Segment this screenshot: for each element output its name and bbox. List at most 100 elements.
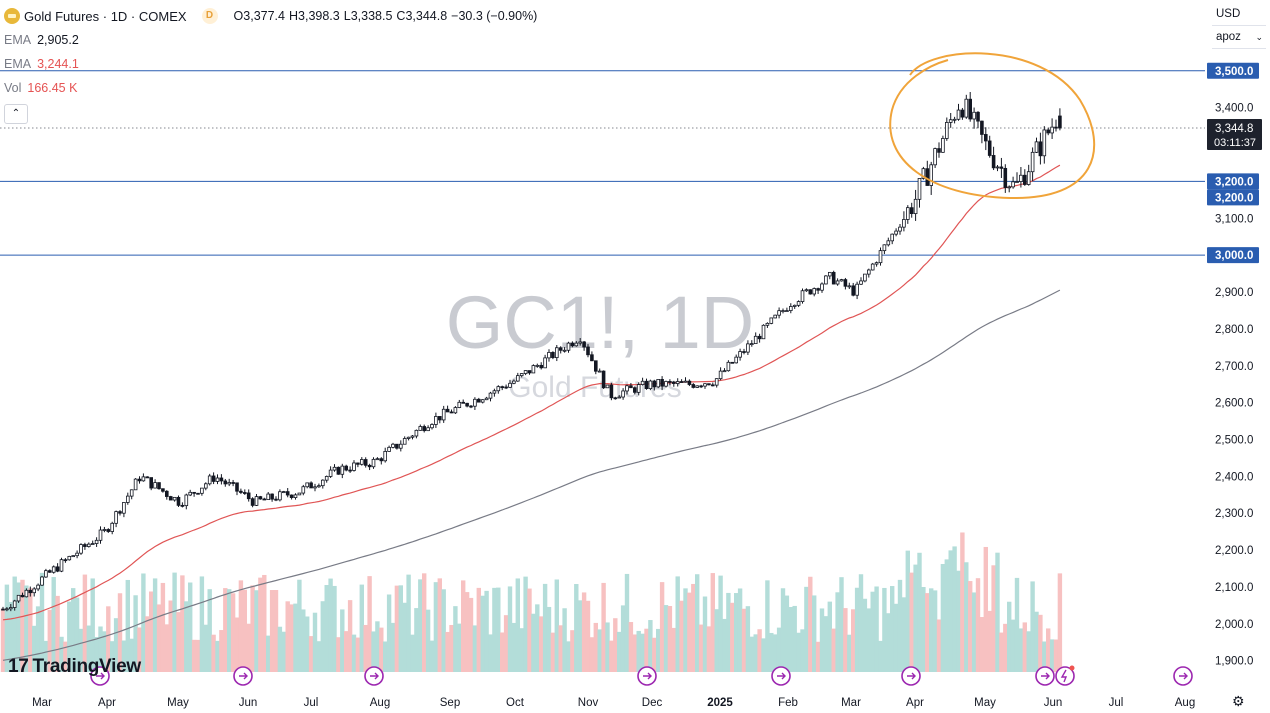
candle[interactable] (422, 426, 426, 432)
candle[interactable] (984, 134, 988, 142)
arrow-right-circle-icon[interactable] (1173, 666, 1193, 686)
candle[interactable] (16, 594, 21, 602)
lightning-icon[interactable] (1055, 666, 1075, 686)
candle[interactable] (644, 380, 649, 390)
line-price-tag[interactable] (1207, 62, 1259, 79)
candle[interactable] (964, 98, 969, 118)
candle[interactable] (324, 476, 329, 481)
candle[interactable] (640, 380, 645, 385)
candle[interactable] (231, 482, 235, 484)
candle[interactable] (137, 478, 142, 482)
candle[interactable] (129, 489, 134, 497)
candle[interactable] (675, 381, 680, 384)
candle[interactable] (32, 588, 36, 594)
candle[interactable] (976, 111, 980, 122)
candle[interactable] (219, 477, 224, 482)
ellipse-annotation[interactable] (889, 52, 1096, 200)
candle[interactable] (211, 475, 216, 482)
candle[interactable] (500, 386, 504, 389)
candle[interactable] (262, 498, 267, 501)
candle[interactable] (293, 494, 298, 498)
candle[interactable] (987, 140, 992, 156)
candle[interactable] (867, 269, 871, 275)
candle[interactable] (980, 120, 984, 135)
candle[interactable] (1, 608, 5, 611)
candle[interactable] (512, 380, 516, 384)
candle[interactable] (336, 466, 341, 475)
candle[interactable] (172, 496, 177, 501)
candle[interactable] (906, 207, 910, 220)
candle[interactable] (504, 386, 508, 389)
candle[interactable] (1046, 129, 1051, 134)
candle[interactable] (785, 310, 789, 312)
candle[interactable] (1038, 141, 1043, 157)
candle[interactable] (192, 491, 196, 494)
candle[interactable] (847, 285, 852, 288)
candle[interactable] (375, 458, 380, 461)
candle[interactable] (184, 494, 189, 507)
candle[interactable] (63, 559, 68, 562)
candle[interactable] (496, 386, 501, 392)
candle[interactable] (773, 314, 777, 319)
candle[interactable] (711, 384, 715, 387)
candle[interactable] (383, 451, 387, 462)
candle[interactable] (691, 384, 696, 388)
candle[interactable] (20, 594, 25, 598)
candle[interactable] (406, 436, 411, 439)
symbol-title[interactable]: Gold Futures · 1D · COMEX (24, 8, 187, 24)
arrow-right-circle-icon[interactable] (771, 666, 791, 686)
candle[interactable] (391, 443, 395, 448)
candle[interactable] (948, 119, 953, 123)
candle[interactable] (937, 148, 941, 153)
candle[interactable] (344, 465, 348, 471)
candle[interactable] (917, 178, 922, 200)
candle[interactable] (929, 164, 933, 186)
candle[interactable] (207, 475, 212, 485)
candle[interactable] (36, 584, 40, 590)
price-axis[interactable]: 1,900.0 2,000.0 2,100.0 2,200.0 2,300.0 2,400… (1207, 62, 1262, 668)
ema-long-line[interactable] (2, 289, 1061, 661)
arrow-right-circle-icon[interactable] (90, 666, 110, 686)
candle[interactable] (24, 589, 29, 598)
currency-button[interactable]: USD (1212, 3, 1266, 26)
candle[interactable] (266, 493, 270, 500)
candle[interactable] (913, 198, 918, 215)
candle[interactable] (94, 539, 99, 544)
candle[interactable] (484, 397, 489, 401)
candle[interactable] (1003, 167, 1008, 188)
candle[interactable] (332, 466, 337, 471)
candle[interactable] (281, 491, 286, 493)
candle[interactable] (800, 290, 805, 302)
candle[interactable] (609, 384, 614, 399)
candle[interactable] (48, 570, 52, 573)
candle[interactable] (855, 283, 859, 296)
candle[interactable] (812, 288, 816, 295)
candle[interactable] (297, 492, 302, 496)
candle[interactable] (566, 342, 571, 351)
candle[interactable] (492, 390, 497, 394)
candle[interactable] (839, 279, 844, 282)
candle[interactable] (250, 498, 255, 506)
candle[interactable] (51, 566, 56, 573)
candle[interactable] (523, 370, 528, 374)
candle[interactable] (605, 384, 610, 389)
candle[interactable] (679, 381, 684, 383)
candle[interactable] (348, 469, 352, 472)
candle[interactable] (672, 381, 676, 384)
candle[interactable] (122, 502, 126, 514)
candle[interactable] (909, 207, 914, 215)
candle[interactable] (863, 273, 867, 282)
arrow-right-circle-icon[interactable] (1035, 666, 1055, 686)
candle[interactable] (274, 498, 278, 501)
candle[interactable] (317, 485, 321, 488)
candle[interactable] (933, 148, 937, 166)
candle[interactable] (781, 310, 785, 313)
candle[interactable] (668, 381, 672, 383)
candle[interactable] (258, 496, 263, 500)
candle[interactable] (449, 411, 454, 414)
candle[interactable] (352, 462, 356, 471)
candle[interactable] (874, 262, 879, 265)
candle[interactable] (285, 491, 290, 496)
candle[interactable] (469, 405, 473, 408)
candle[interactable] (5, 608, 9, 611)
